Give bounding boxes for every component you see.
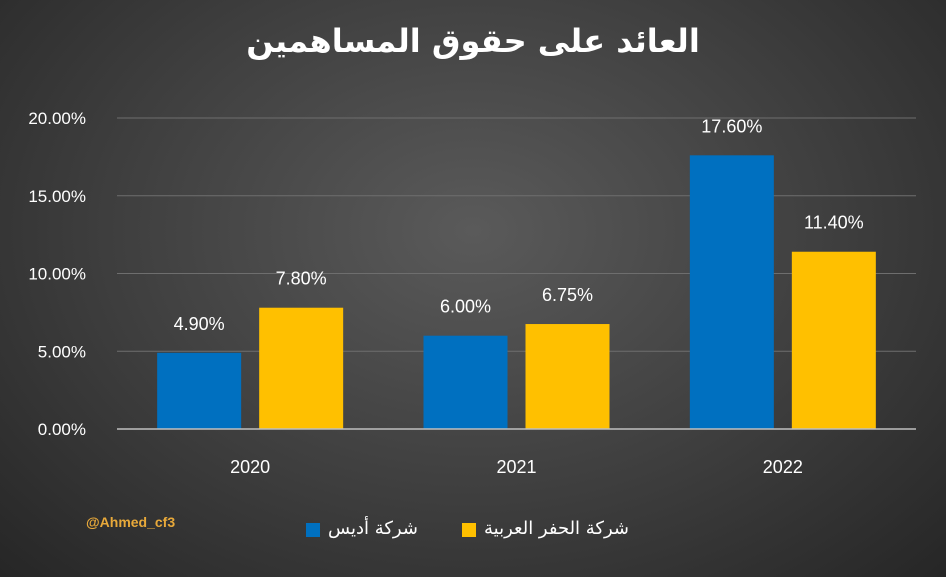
bar (791, 251, 876, 429)
author-credit: @Ahmed_cf3 (86, 514, 176, 530)
bar (157, 352, 242, 429)
legend-swatch-series-2 (462, 523, 476, 537)
chart-legend: شركة أديس شركة الحفر العربية (300, 518, 660, 544)
y-tick-label: 15.00% (28, 187, 86, 206)
y-tick-label: 20.00% (28, 109, 86, 128)
data-label: 7.80% (276, 269, 327, 289)
bar (259, 307, 344, 429)
y-tick-label: 0.00% (38, 420, 86, 439)
x-tick-label: 2022 (763, 457, 803, 477)
legend-label-series-2: شركة الحفر العربية (484, 518, 630, 539)
legend-label-series-1: شركة أديس (328, 518, 418, 539)
chart-title: العائد على حقوق المساهمين (246, 22, 700, 60)
data-label: 17.60% (701, 116, 762, 136)
x-tick-label: 2021 (496, 457, 536, 477)
data-label: 6.75% (542, 285, 593, 305)
legend-item-series-2: شركة الحفر العربية (458, 518, 658, 544)
y-tick-label: 5.00% (38, 342, 86, 361)
bar (689, 155, 774, 429)
y-tick-label: 10.00% (28, 265, 86, 284)
legend-item-series-1: شركة أديس (300, 518, 430, 544)
data-label: 4.90% (174, 314, 225, 334)
bar (423, 335, 508, 429)
bar (525, 324, 610, 429)
data-label: 6.00% (440, 297, 491, 317)
data-label: 11.40% (804, 213, 864, 233)
legend-swatch-series-1 (306, 523, 320, 537)
x-tick-label: 2020 (230, 457, 270, 477)
